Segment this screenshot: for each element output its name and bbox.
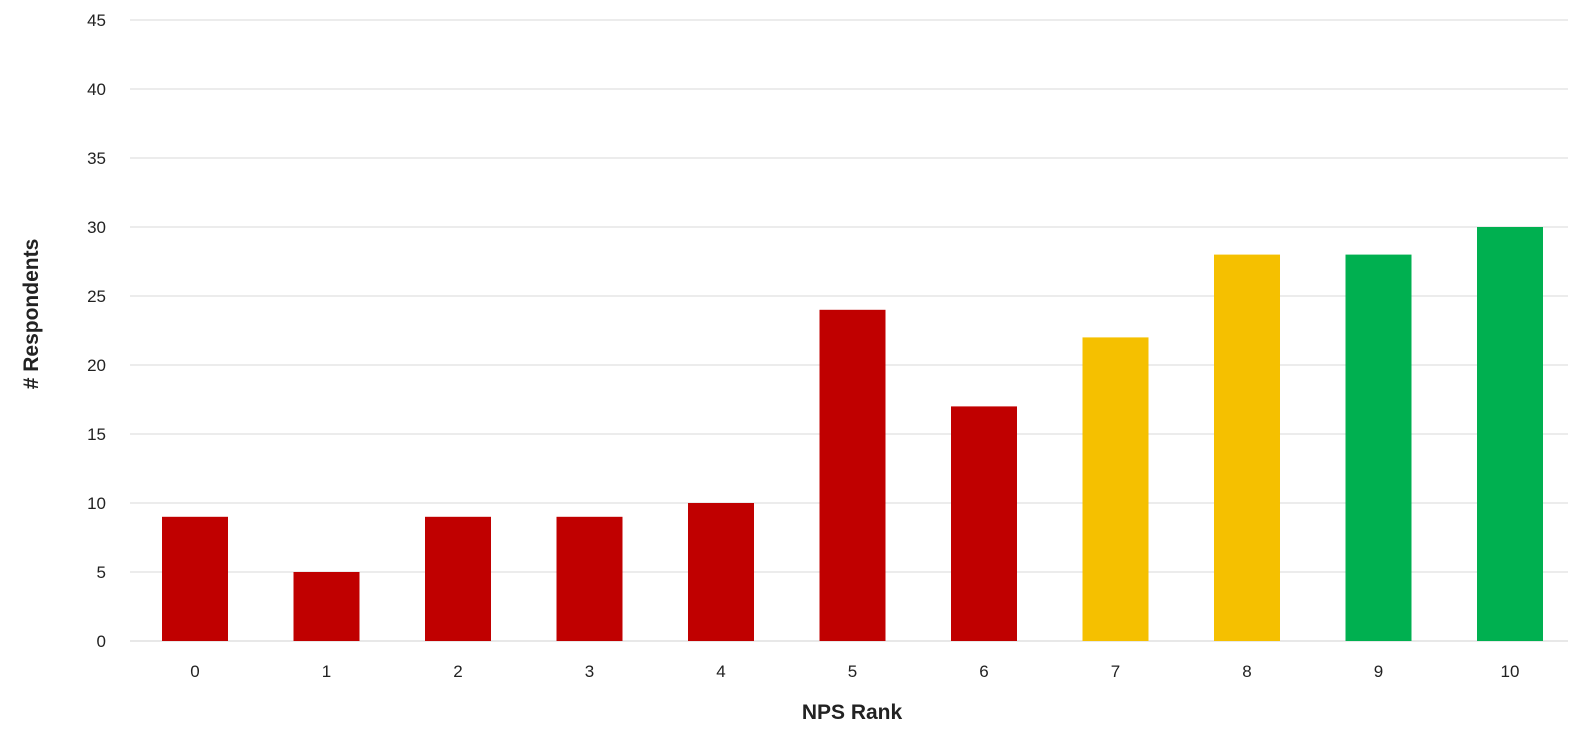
x-tick-label: 10 xyxy=(1501,662,1520,681)
x-axis-title: NPS Rank xyxy=(802,701,903,724)
bar-6 xyxy=(951,406,1017,641)
x-tick-label: 9 xyxy=(1374,662,1383,681)
y-tick-label: 45 xyxy=(87,11,106,30)
bar-7 xyxy=(1082,337,1149,641)
x-axis-tick-labels: 0 1 2 3 4 5 6 7 8 9 10 xyxy=(190,662,1519,681)
y-tick-label: 20 xyxy=(87,356,106,375)
x-tick-label: 3 xyxy=(585,662,594,681)
x-tick-label: 4 xyxy=(716,662,725,681)
bar-9 xyxy=(1345,254,1412,641)
y-tick-label: 40 xyxy=(87,80,106,99)
y-tick-label: 30 xyxy=(87,218,106,237)
bar-4 xyxy=(688,503,754,641)
bar-1 xyxy=(293,572,360,641)
x-tick-label: 2 xyxy=(453,662,462,681)
x-tick-label: 5 xyxy=(848,662,857,681)
x-tick-label: 7 xyxy=(1111,662,1120,681)
bar-8 xyxy=(1214,254,1280,641)
y-axis-title: # Respondents xyxy=(20,239,43,390)
y-tick-label: 0 xyxy=(97,632,106,651)
x-tick-label: 1 xyxy=(322,662,331,681)
bar-10 xyxy=(1477,227,1543,641)
y-tick-label: 35 xyxy=(87,149,106,168)
bar-3 xyxy=(556,516,623,641)
bar-0 xyxy=(162,516,228,641)
x-tick-label: 8 xyxy=(1242,662,1251,681)
y-tick-label: 25 xyxy=(87,287,106,306)
y-tick-label: 10 xyxy=(87,494,106,513)
y-tick-label: 15 xyxy=(87,425,106,444)
x-tick-label: 6 xyxy=(979,662,988,681)
x-tick-label: 0 xyxy=(190,662,199,681)
bars xyxy=(162,227,1543,641)
y-axis-tick-labels: 0 5 10 15 20 25 30 35 40 45 xyxy=(87,11,106,651)
bar-2 xyxy=(425,516,491,641)
bar-5 xyxy=(819,309,886,641)
y-tick-label: 5 xyxy=(97,563,106,582)
